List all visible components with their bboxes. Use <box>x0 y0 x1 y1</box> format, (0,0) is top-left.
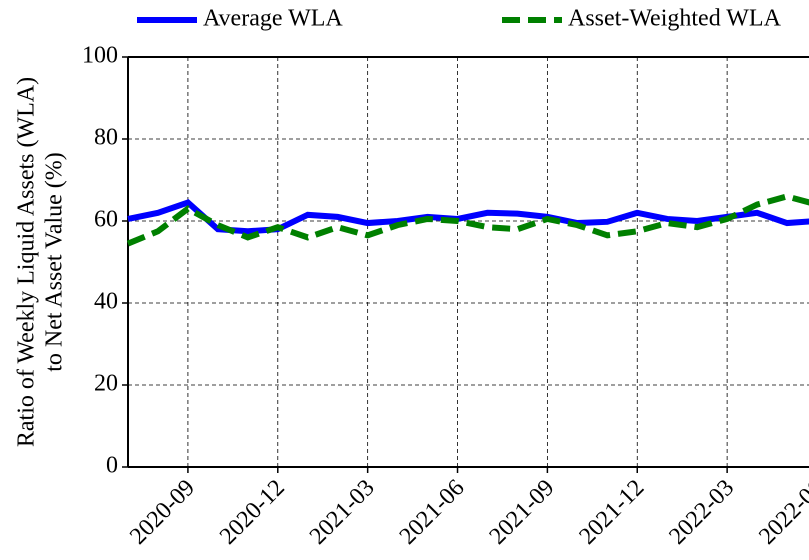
y-axis-label: Ratio of Weekly Liquid Assets (WLA) <box>14 77 40 447</box>
x-tick-label: 2021-12 <box>574 475 649 550</box>
x-tick-label: 2020-09 <box>125 475 200 550</box>
y-tick-label: 60 <box>94 207 118 233</box>
x-tick-label: 2022-06 <box>754 475 809 550</box>
x-tick-label: 2021-03 <box>305 475 380 550</box>
x-tick-label: 2020-12 <box>215 475 290 550</box>
x-tick-label: 2021-06 <box>395 475 470 550</box>
x-tick-label: 2022-03 <box>664 475 739 550</box>
y-tick-label: 80 <box>94 125 118 151</box>
y-tick-label: 0 <box>106 453 118 479</box>
y-tick-label: 40 <box>94 289 118 315</box>
y-axis-label: to Net Asset Value (%) <box>42 152 68 372</box>
legend-label: Asset-Weighted WLA <box>568 6 782 32</box>
y-tick-label: 100 <box>82 43 118 69</box>
legend-label: Average WLA <box>203 6 343 32</box>
y-tick-label: 20 <box>94 371 118 397</box>
x-tick-label: 2021-09 <box>485 475 560 550</box>
series-line <box>127 199 809 235</box>
series-line <box>126 193 809 247</box>
